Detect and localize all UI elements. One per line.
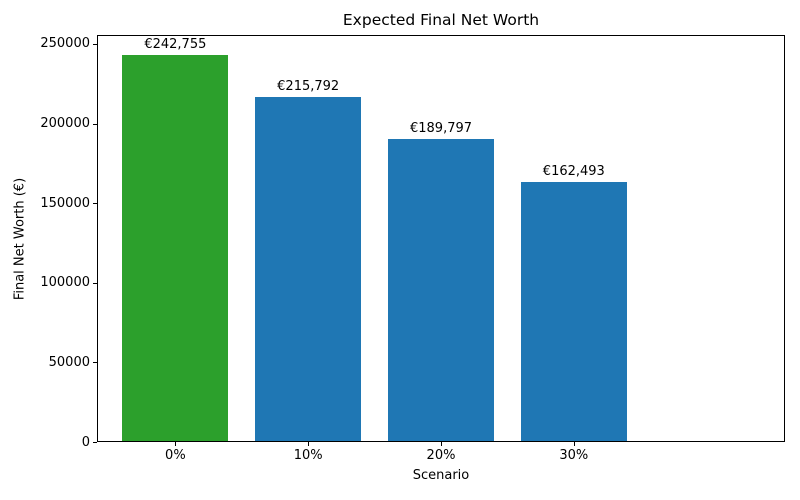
- bar-value-label: €189,797: [409, 120, 473, 136]
- y-tick-label: 50000: [48, 354, 90, 370]
- y-tick-mark: [93, 442, 97, 443]
- y-tick-label: 250000: [40, 36, 90, 52]
- bar-30%: [520, 182, 627, 441]
- y-tick-label: 0: [81, 434, 90, 450]
- y-tick-label: 150000: [40, 195, 90, 211]
- x-tick-mark: [308, 442, 310, 446]
- bar-value-label: €162,493: [542, 164, 605, 180]
- y-tick-label: 200000: [40, 116, 90, 132]
- plot-area: [97, 35, 785, 442]
- x-tick-label: 20%: [426, 448, 456, 463]
- y-tick-mark: [93, 362, 97, 364]
- bar-0%: [122, 54, 229, 441]
- y-tick-mark: [93, 203, 97, 205]
- x-axis-label: Scenario: [412, 468, 470, 483]
- y-tick-mark: [93, 43, 97, 45]
- x-tick-mark: [175, 442, 177, 446]
- x-tick-label: 30%: [559, 448, 589, 463]
- bar-value-label: €242,755: [144, 36, 207, 52]
- bar-value-label: €215,792: [277, 79, 340, 95]
- bar-10%: [255, 97, 362, 441]
- x-tick-label: 10%: [293, 448, 323, 463]
- x-tick-label: 0%: [165, 448, 186, 463]
- y-tick-mark: [93, 123, 97, 125]
- chart-title: Expected Final Net Worth: [342, 11, 540, 29]
- y-axis-label: Final Net Worth (€): [12, 177, 28, 301]
- x-tick-mark: [573, 442, 575, 446]
- x-tick-mark: [441, 442, 442, 446]
- bar-20%: [387, 138, 495, 441]
- y-tick-mark: [93, 282, 97, 284]
- y-tick-label: 100000: [40, 275, 90, 291]
